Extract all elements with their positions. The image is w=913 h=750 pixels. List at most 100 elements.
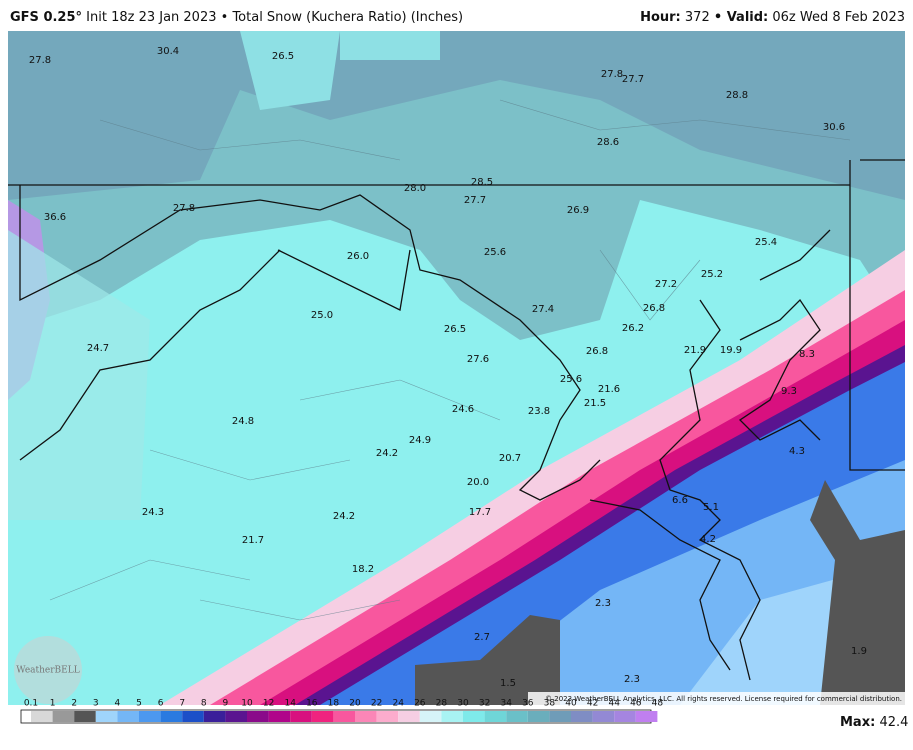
max-label: Max: — [840, 715, 875, 730]
state-border — [277, 249, 411, 311]
legend-swatch — [527, 711, 550, 722]
snow-total: 23.8 — [528, 406, 550, 417]
snow-total: 17.7 — [469, 507, 491, 518]
snow-total: 21.9 — [684, 345, 706, 356]
snow-total: 24.3 — [142, 507, 164, 518]
legend-swatch — [441, 711, 463, 722]
header-left: GFS 0.25° Init 18z 23 Jan 2023 • Total S… — [10, 10, 463, 25]
snow-total: 27.7 — [622, 74, 644, 85]
legend-swatch — [419, 711, 442, 722]
snow-total: 27.2 — [655, 279, 677, 290]
snow-total: 6.6 — [672, 495, 688, 506]
snow-total: 30.4 — [157, 46, 179, 57]
max-value: 42.4 — [879, 715, 908, 730]
legend-tick: 0.1 — [24, 699, 38, 709]
snow-total: 19.9 — [720, 345, 742, 356]
legend-tick: 38 — [544, 699, 556, 709]
legend-swatch — [160, 711, 183, 722]
legend-tick: 30 — [457, 699, 469, 709]
snow-total: 28.5 — [471, 177, 493, 188]
snow-total: 4.2 — [700, 534, 716, 545]
legend-swatch — [95, 711, 118, 722]
legend-swatch — [203, 711, 226, 722]
snow-total: 26.8 — [643, 303, 665, 314]
snow-total: 2.7 — [474, 632, 490, 643]
snow-total: 9.3 — [781, 386, 797, 397]
hour: 372 — [685, 10, 710, 25]
legend-tick: 24 — [392, 699, 404, 709]
snow-total: 5.1 — [703, 502, 719, 513]
snow-total: 18.2 — [352, 564, 374, 575]
snow-total: 26.8 — [586, 346, 608, 357]
legend-swatch — [139, 711, 161, 722]
legend-tick: 48 — [652, 699, 664, 709]
snow-total: 21.5 — [584, 398, 606, 409]
legend-swatch — [333, 711, 355, 722]
header-right: Hour: 372 • Valid: 06z Wed 8 Feb 2023 — [640, 10, 905, 25]
legend-swatch — [614, 711, 636, 722]
snow-total: 4.3 — [789, 446, 805, 457]
snow-total: 36.6 — [44, 212, 66, 223]
copyright-box — [528, 692, 905, 705]
snow-total: 24.2 — [376, 448, 398, 459]
logo-mark — [14, 636, 82, 704]
legend-swatch — [182, 711, 204, 722]
valid: 06z Wed 8 Feb 2023 — [772, 10, 905, 25]
legend-tick: 2 — [71, 699, 77, 709]
legend-swatch — [376, 711, 399, 722]
legend-swatch — [484, 711, 507, 722]
legend-swatch — [571, 711, 593, 722]
snow-total: 26.5 — [272, 51, 294, 62]
snow-total: 27.7 — [464, 195, 486, 206]
snow-total: 21.6 — [598, 384, 620, 395]
state-border — [8, 159, 905, 471]
snow-total: 26.5 — [444, 324, 466, 335]
snow-total: 27.6 — [467, 354, 489, 365]
product: • Total Snow (Kuchera Ratio) (Inches) — [221, 10, 463, 25]
legend-tick: 44 — [608, 699, 620, 709]
copyright: © 2023 WeatherBELL Analytics, LLC. All r… — [545, 695, 902, 703]
legend-tick: 8 — [201, 699, 207, 709]
snow-total: 26.9 — [567, 205, 589, 216]
legend-swatch — [117, 711, 139, 722]
map: 27.830.4 26.527.827.728.830.628.628.028.5… — [8, 31, 905, 705]
snow-total: 2.3 — [595, 598, 611, 609]
max-text: Max: 42.4 — [840, 715, 908, 730]
snow-total: 25.0 — [311, 310, 333, 321]
model: GFS 0.25° — [10, 10, 82, 25]
snow-total: 2.3 — [624, 674, 640, 685]
legend-tick: 7 — [179, 699, 185, 709]
legend-tick: 18 — [328, 699, 340, 709]
snow-total: 8.3 — [799, 349, 815, 360]
snow-total: 24.8 — [232, 416, 254, 427]
snow-total: 24.6 — [452, 404, 474, 415]
legend-swatch — [290, 711, 312, 722]
legend-tick: 10 — [241, 699, 253, 709]
legend-tick: 3 — [93, 699, 99, 709]
legend-tick: 46 — [630, 699, 642, 709]
legend-tick: 26 — [414, 699, 426, 709]
snow-total: 28.6 — [597, 137, 619, 148]
init: Init 18z 23 Jan 2023 — [86, 10, 216, 25]
legend-tick: 4 — [115, 699, 121, 709]
snow-total: 20.7 — [499, 453, 521, 464]
snow-total: 24.9 — [409, 435, 431, 446]
legend-tick: 28 — [436, 699, 448, 709]
field — [240, 31, 440, 110]
legend-tick: 14 — [284, 699, 296, 709]
legend-swatch — [225, 711, 247, 722]
legend-swatch — [635, 711, 658, 722]
land-gray — [810, 480, 905, 705]
legend-swatch — [311, 711, 334, 722]
legend-swatch — [268, 711, 291, 722]
snow-total: 28.8 — [726, 90, 748, 101]
snow-total: 1.5 — [500, 678, 516, 689]
legend-swatch — [52, 711, 75, 722]
legend-swatch — [506, 711, 528, 722]
legend-swatch — [549, 711, 571, 722]
legend-swatch — [74, 711, 96, 722]
legend-tick: 6 — [158, 699, 164, 709]
legend-tick: 16 — [306, 699, 318, 709]
legend: 0.1 1 2 3 4 5 6 7 8 9 10 12 14 16 18 20 22 24 26 28 30 32 34 36… — [20, 699, 664, 724]
